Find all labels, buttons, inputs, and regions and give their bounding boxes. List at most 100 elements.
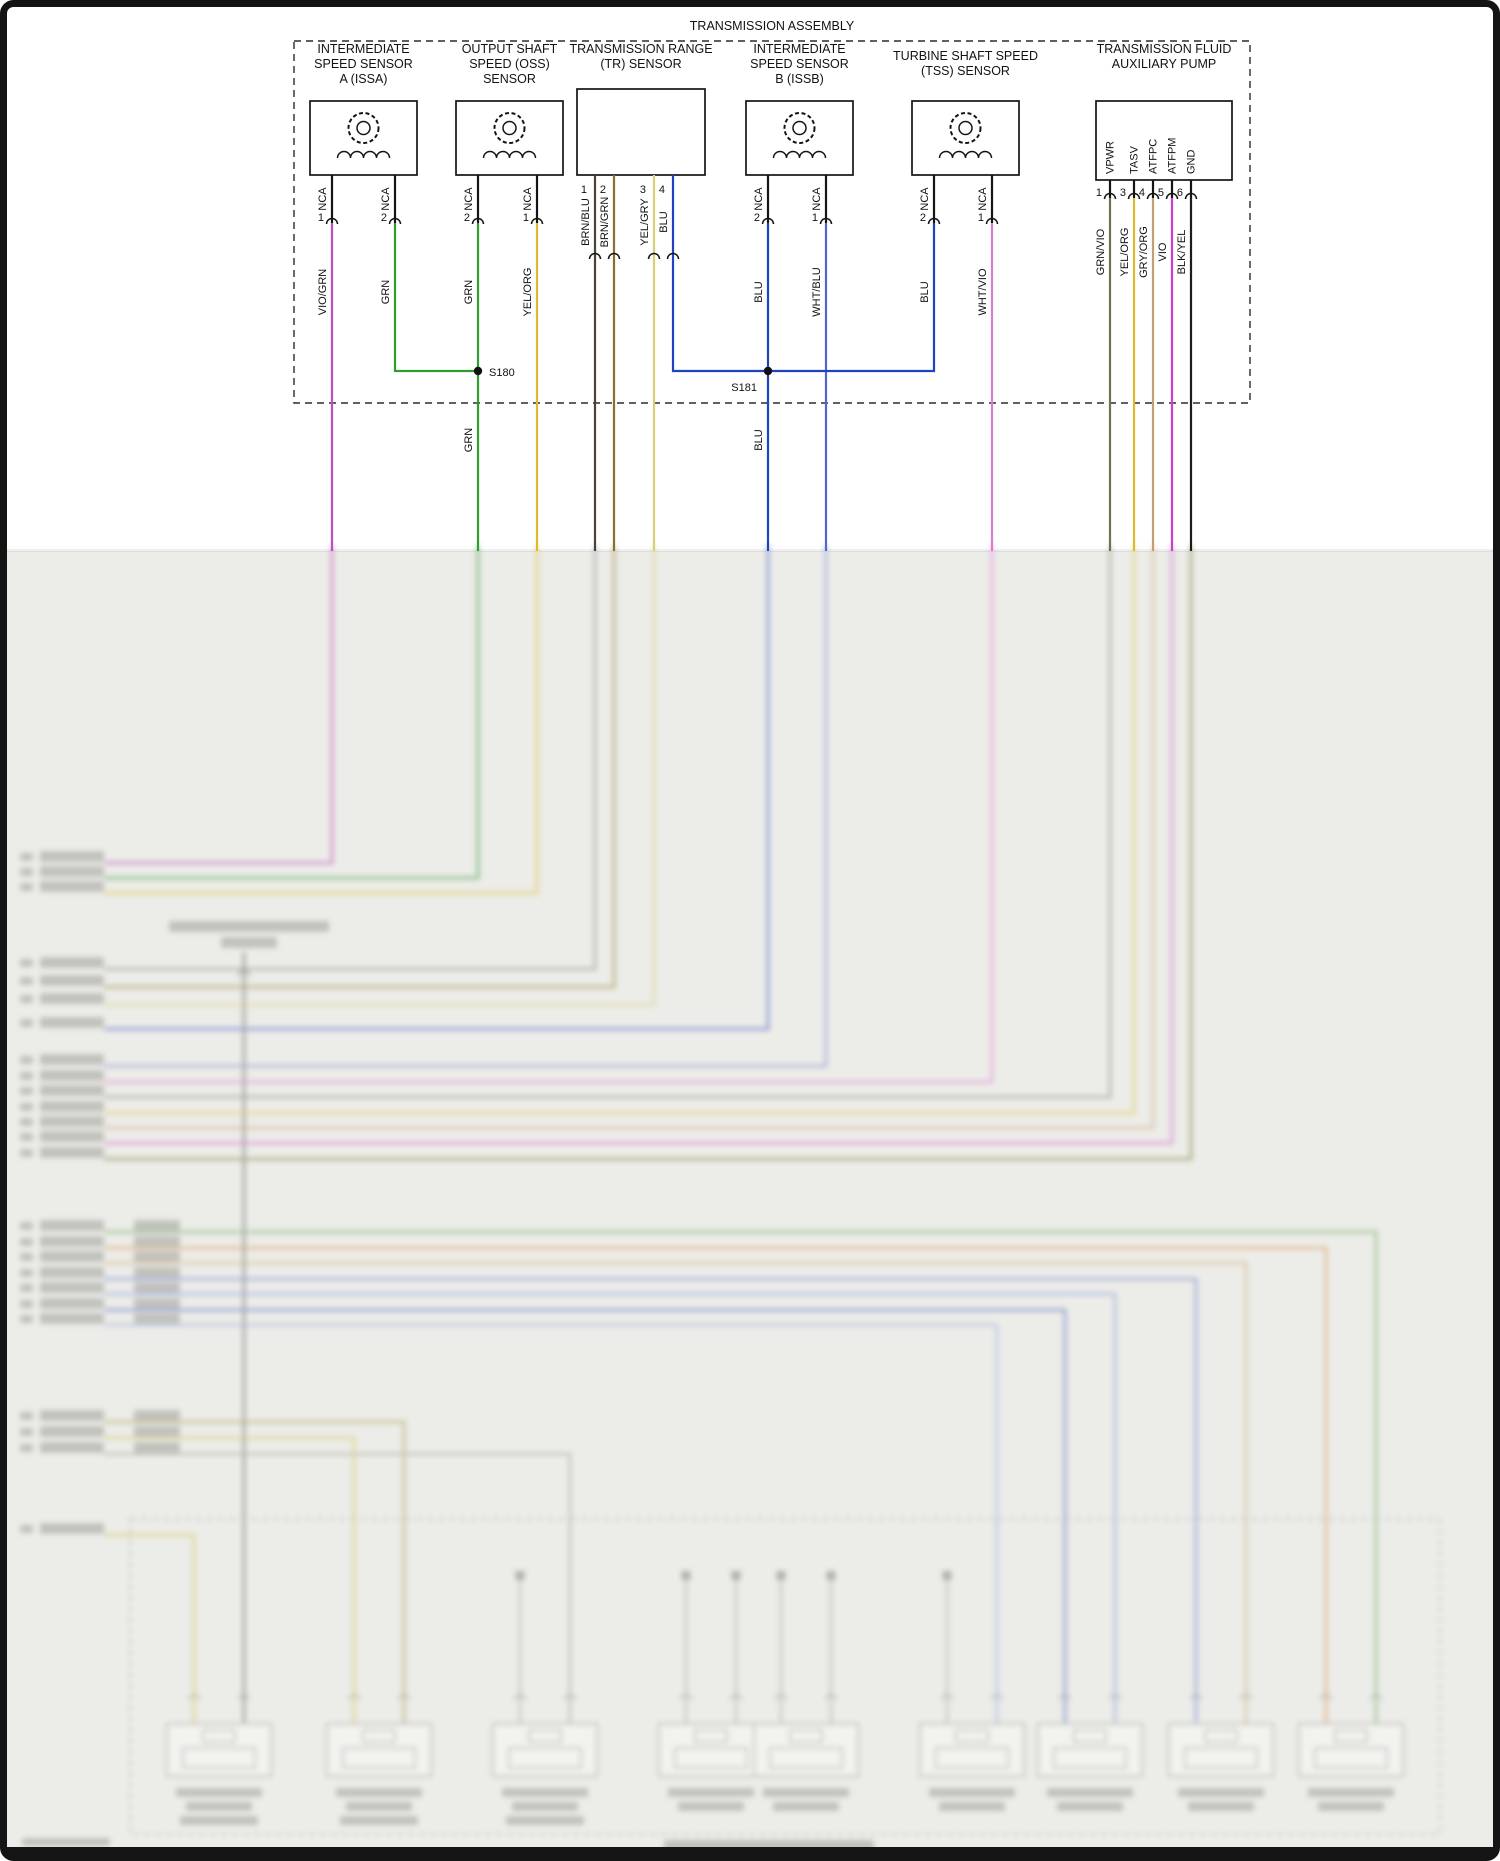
blurred-component-detail [202, 1729, 236, 1743]
blurred-text [134, 1313, 180, 1324]
pin-name-label: NCA [753, 187, 765, 211]
blurred-wire [104, 545, 334, 865]
transmission-assembly-diagram: TRANSMISSION ASSEMBLY INTERMEDIATE SPEED … [293, 19, 1251, 551]
blurred-connector-arc [730, 1694, 742, 1701]
blurred-connector-arc [398, 1694, 410, 1701]
sensor-coil-icon [336, 150, 391, 159]
blurred-text [20, 1149, 33, 1157]
blurred-wire [104, 545, 1174, 1145]
component-tss: TURBINE SHAFT SPEED(TSS) SENSOR2NCABLU1N… [768, 49, 1038, 551]
blurred-text [1047, 1788, 1133, 1797]
pin-connector-arc-icon [761, 217, 775, 225]
blurred-text [40, 1220, 104, 1231]
blurred-text [20, 1300, 33, 1308]
issa-body [309, 100, 418, 176]
blurred-component-detail [1184, 1747, 1258, 1769]
blurred-component-detail [182, 1747, 256, 1769]
diagram-title: TRANSMISSION ASSEMBLY [690, 19, 855, 33]
pin-name-label: ATFPM [1167, 138, 1179, 174]
blurred-connector-arc [348, 1694, 360, 1701]
blurred-text [40, 975, 104, 986]
splice-s180-label: S180 [489, 367, 515, 379]
blurred-connector-arc [1370, 1694, 1382, 1701]
sensor-gear-ring-icon [493, 112, 526, 144]
issa-label-line: INTERMEDIATE [317, 42, 409, 56]
oss-speed-sensor-symbol [482, 112, 537, 159]
blurred-text [134, 1282, 180, 1293]
blurred-text [20, 1019, 33, 1027]
pump-body [1095, 100, 1233, 181]
pin-number-label: 3 [640, 184, 646, 196]
blurred-text [134, 1442, 180, 1453]
blurred-connector-arc [991, 1694, 1003, 1701]
pin-name-label: GND [1186, 150, 1198, 175]
tss-speed-sensor-symbol [938, 112, 993, 159]
pin-name-label: NCA [380, 187, 392, 211]
blurred-component-detail [1334, 1729, 1368, 1743]
blurred-wire [104, 545, 539, 895]
wire-color-label: WHT/VIO [977, 268, 989, 315]
blurred-text [502, 1788, 588, 1797]
oss-label-line: SENSOR [483, 72, 536, 86]
blurred-text [20, 1269, 33, 1277]
blurred-text [20, 1284, 33, 1292]
blurred-text [20, 868, 33, 876]
pin-name-label: NCA [811, 187, 823, 211]
blurred-text [346, 1802, 412, 1811]
blurred-text [929, 1788, 1015, 1797]
blurred-component-detail [1314, 1747, 1388, 1769]
pump-label-line: TRANSMISSION FLUID [1097, 42, 1232, 56]
oss-body [455, 100, 564, 176]
pin-name-label: NCA [919, 187, 931, 211]
blurred-text [20, 1118, 33, 1126]
blurred-text [1308, 1788, 1394, 1797]
blurred-component-detail [935, 1747, 1009, 1769]
blurred-wire [104, 545, 770, 1031]
blurred-text [186, 1802, 252, 1811]
sensor-gear-ring-icon [783, 112, 816, 144]
pin-number-label: 1 [1096, 187, 1102, 199]
blurred-text [40, 1085, 104, 1096]
blurred-connector-arc [1320, 1694, 1332, 1701]
blurred-connector-arc [1109, 1694, 1121, 1701]
blurred-text [180, 1816, 258, 1825]
blurred-text [134, 1220, 180, 1231]
blurred-wire [104, 1292, 1117, 1724]
blurred-text [40, 1282, 104, 1293]
pin-name-label: VPWR [1105, 141, 1117, 174]
pin-number-label: 1 [318, 212, 324, 224]
blurred-text [20, 1444, 33, 1452]
tss-label-line: TURBINE SHAFT SPEED [893, 49, 1038, 63]
blurred-text [40, 881, 104, 892]
pin-number-label: 2 [600, 184, 606, 196]
blurred-component-detail [362, 1729, 396, 1743]
blurred-connector [515, 1571, 525, 1580]
wire-grn [393, 223, 478, 373]
pin-number-label: 2 [381, 212, 387, 224]
blurred-connector [942, 1571, 952, 1580]
wire-blu [768, 223, 936, 373]
blurred-text [20, 995, 33, 1003]
blurred-text [40, 1523, 104, 1534]
blurred-connector [681, 1571, 691, 1580]
blurred-text [40, 1054, 104, 1065]
wire-color-label: YEL/ORG [522, 268, 534, 317]
oss-label-line: SPEED (OSS) [469, 57, 550, 71]
net-label-grn: GRN [463, 428, 475, 453]
pin-number-label: 3 [1120, 187, 1126, 199]
blurred-component-detail [955, 1729, 989, 1743]
blurred-connector-arc [514, 1694, 526, 1701]
blurred-text [221, 937, 277, 948]
wire-color-label: YEL/GRY [639, 198, 651, 246]
blurred-text [1057, 1802, 1123, 1811]
pin-name-label: NCA [522, 187, 534, 211]
blurred-wire [104, 1436, 356, 1724]
wire-color-label: WHT/BLU [811, 267, 823, 317]
blurred-connector-arc [564, 1694, 576, 1701]
blurred-connector-arc [1059, 1694, 1071, 1701]
blurred-text [20, 977, 33, 985]
